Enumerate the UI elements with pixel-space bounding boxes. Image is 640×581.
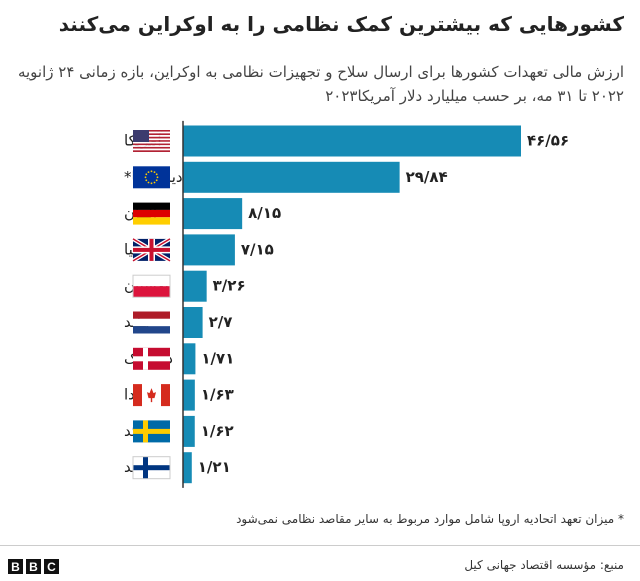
- flag-part: [153, 171, 156, 174]
- flag: [133, 420, 170, 443]
- flag: [132, 456, 171, 480]
- flag-part: [132, 456, 171, 480]
- flag-part: [133, 428, 170, 434]
- logo-letter: B: [8, 559, 23, 574]
- bar: [183, 452, 192, 484]
- flag-part: [153, 181, 156, 184]
- flag-part: [133, 150, 170, 152]
- footnote: * میزان تعهد اتحادیه اروپا شامل موارد مر…: [236, 512, 624, 526]
- value-label: ۱/۲۱: [198, 458, 231, 476]
- value-label: ۴۶/۵۶: [527, 132, 569, 150]
- bar: [183, 270, 207, 302]
- flag-part: [133, 148, 170, 151]
- value-label: ۷/۱۵: [241, 240, 274, 258]
- chart-subtitle: ارزش مالی تعهدات کشورها برای ارسال سلاح …: [17, 63, 624, 105]
- flag-part: [133, 217, 170, 225]
- flag-part: [133, 209, 170, 218]
- flag-part: [156, 176, 159, 179]
- flag-part: [133, 130, 149, 142]
- flag-part: [133, 131, 170, 134]
- separator: [0, 545, 640, 546]
- flag-part: [145, 173, 148, 176]
- flag-part: [133, 143, 170, 146]
- flag-part: [133, 138, 170, 141]
- flag-part: [144, 176, 147, 179]
- flag-part: [161, 384, 170, 407]
- flag: [132, 274, 171, 298]
- flag-part: [133, 465, 170, 471]
- logo-letter: B: [26, 559, 41, 574]
- flag: [133, 311, 170, 334]
- source: منبع: مؤسسه اقتصاد جهانی کیل: [464, 558, 624, 572]
- flag-part: [133, 141, 170, 144]
- flag-part: [133, 318, 170, 327]
- flag-part: [133, 136, 170, 139]
- bar: [183, 379, 195, 411]
- bar: [183, 415, 195, 447]
- bar: [183, 125, 521, 157]
- flag-part: [133, 140, 170, 142]
- flag-part: [133, 166, 170, 189]
- flag: [133, 347, 170, 370]
- flag-part: [133, 135, 170, 137]
- chart: آمریکا۴۶/۵۶اتحادیه اروپا*۲۹/۸۴آلمان۸/۱۵ب…: [124, 120, 569, 488]
- bar: [183, 307, 203, 338]
- flag-part: [150, 182, 153, 185]
- value-label: ۲۹/۸۴: [406, 168, 448, 186]
- flag-part: [147, 171, 150, 174]
- flag: [133, 202, 170, 225]
- flag-part: [133, 133, 170, 136]
- flag-part: [133, 356, 170, 362]
- flag: [133, 130, 170, 152]
- value-label: ۱/۶۳: [201, 386, 234, 404]
- value-label: ۱/۷۱: [201, 349, 234, 367]
- value-label: ۱/۶۲: [201, 422, 234, 440]
- flag-part: [155, 173, 158, 176]
- flag-part: [133, 384, 142, 407]
- flag-part: [132, 274, 171, 298]
- flag-part: [133, 311, 170, 319]
- value-label: ۸/۱۵: [248, 204, 281, 222]
- flag-part: [133, 145, 170, 147]
- chart-title: کشورهایی که بیشترین کمک نظامی را به اوکر…: [58, 12, 624, 36]
- flag-part: [150, 170, 153, 173]
- value-label: ۲/۷: [209, 313, 233, 331]
- flag-part: [145, 179, 148, 182]
- flag-part: [133, 247, 170, 252]
- flag: [133, 384, 170, 407]
- flag-part: [147, 181, 150, 184]
- flag-part: [133, 202, 170, 210]
- flag-part: [133, 130, 170, 132]
- bar: [183, 161, 400, 193]
- bar: [183, 198, 243, 230]
- flag-part: [133, 326, 170, 334]
- flag-part: [133, 146, 170, 149]
- value-label: ۳/۲۶: [213, 277, 246, 295]
- flag: [131, 237, 172, 263]
- flag-part: [155, 179, 158, 182]
- logo: B B C: [8, 559, 59, 574]
- bar: [183, 234, 235, 266]
- flag-part: [133, 286, 170, 298]
- logo-letter: C: [44, 559, 59, 574]
- flag-part: [147, 388, 156, 403]
- bar: [183, 343, 196, 375]
- flag: [133, 166, 170, 189]
- flag-part: [133, 275, 170, 287]
